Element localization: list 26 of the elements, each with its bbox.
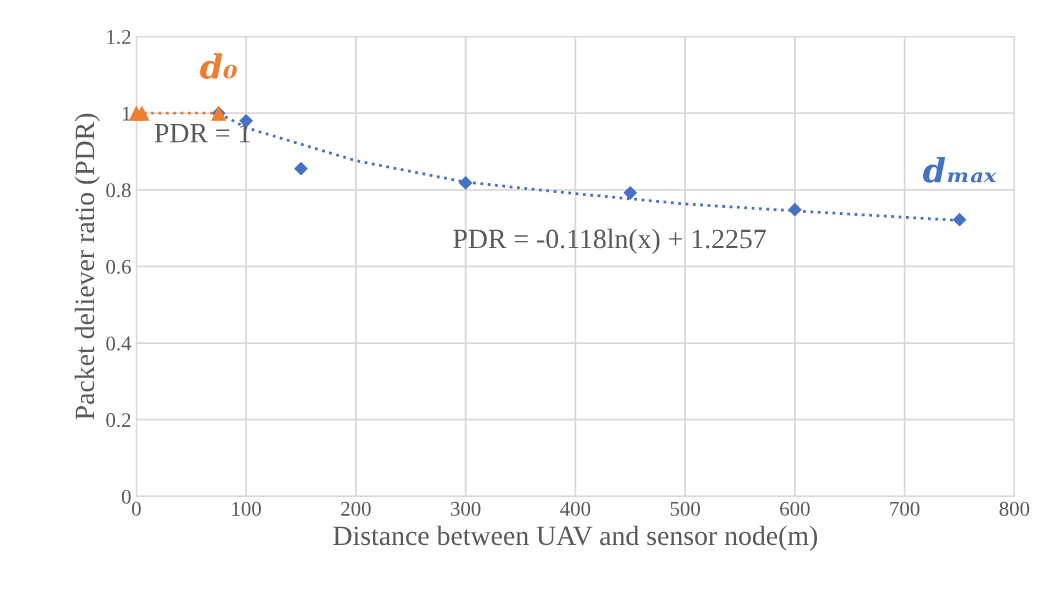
y-tick-label: 0.6 xyxy=(106,259,131,274)
x-axis-title: Distance between UAV and sensor node(m) xyxy=(333,525,818,551)
y-tick-label: 0 xyxy=(121,489,131,504)
y-tick-label: 0.4 xyxy=(106,336,132,351)
point xyxy=(458,176,473,190)
point xyxy=(788,202,802,217)
point xyxy=(952,212,967,227)
annotation: d₀ xyxy=(200,53,237,79)
x-tick-label: 500 xyxy=(670,501,700,516)
x-tick-label: 200 xyxy=(341,501,371,516)
y-axis-title: Packet deliever ratio (PDR) xyxy=(74,113,100,420)
x-tick-label: 600 xyxy=(780,501,810,516)
x-tick-label: 400 xyxy=(560,501,591,516)
x-tick-label: 800 xyxy=(999,501,1030,516)
annotation: dₘₐₓ xyxy=(923,156,997,183)
x-tick-label: 700 xyxy=(890,501,920,516)
point xyxy=(294,161,308,176)
point xyxy=(134,105,150,121)
annotation: PDR = -0.118ln(x) + 1.2257 xyxy=(453,228,766,254)
y-tick-label: 1.2 xyxy=(107,29,131,45)
y-tick-label: 1 xyxy=(122,106,131,121)
x-tick-label: 300 xyxy=(451,501,481,516)
point xyxy=(623,186,638,200)
y-tick-label: 0.8 xyxy=(106,183,131,198)
y-tick-label: 0.2 xyxy=(106,413,131,428)
x-tick-label: 100 xyxy=(232,501,261,516)
